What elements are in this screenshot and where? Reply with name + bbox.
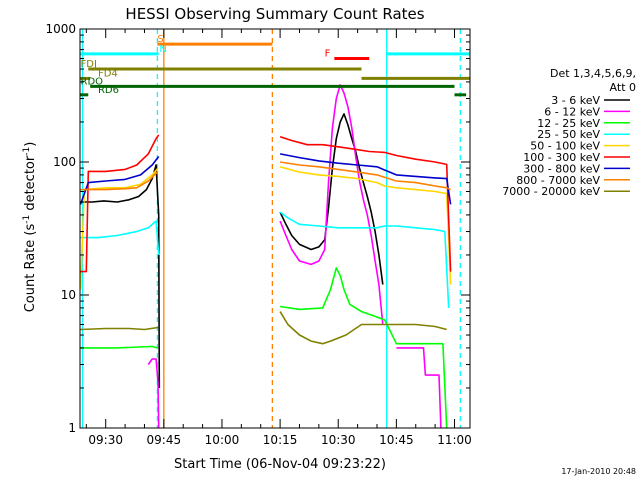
series-line-3-seg-1 (279, 211, 450, 308)
y-axis-label: Count Rate (s-1 detector-1) (22, 142, 38, 313)
tick-labels: 1 10 100 1000 09:30 09:45 10:00 10:15 10:30 10:45… (45, 22, 471, 447)
flag-label-fd4: FD4 (98, 68, 118, 79)
flag-label-n: N (159, 44, 166, 55)
series-line-0-seg-0 (80, 164, 161, 389)
series-line-7-seg-1 (279, 161, 451, 191)
legend-label-8: 7000 - 20000 keV (502, 185, 600, 198)
x-axis-label: Start Time (06-Nov-04 09:23:22) (174, 457, 386, 472)
legend-label-3: 25 - 50 keV (537, 128, 600, 141)
x-tick-label-5: 10:45 (379, 433, 414, 447)
legend-label-4: 50 - 100 keV (530, 140, 600, 153)
series-line-2-seg-1 (279, 267, 448, 428)
series-line-4-seg-1 (279, 166, 452, 285)
series-lines (80, 84, 452, 428)
legend-header-line2: Att 0 (610, 81, 636, 94)
flag-label-fdj: FDJ (81, 59, 97, 70)
y-axis-label-mid: detector (23, 155, 38, 215)
legend-label-0: 3 - 6 keV (551, 94, 600, 107)
series-line-8-seg-0 (80, 326, 159, 331)
x-tick-label-2: 10:00 (205, 433, 240, 447)
y-axis-label-sup2: -1 (22, 147, 32, 156)
legend-label-6: 300 - 800 keV (523, 162, 600, 175)
y-axis-label-sup1: -1 (22, 215, 32, 224)
x-tick-label-6: 11:00 (437, 433, 472, 447)
series-line-1-seg-2 (396, 347, 442, 428)
legend-header-line1: Det 1,3,4,5,6,9, (550, 67, 636, 80)
legend-label-2: 12 - 25 keV (537, 117, 600, 130)
legend-label-1: 6 - 12 keV (544, 105, 600, 118)
y-axis-label-end: ) (23, 142, 38, 147)
plot-frame (79, 28, 471, 429)
series-line-2-seg-0 (80, 345, 159, 349)
series-line-1-seg-1 (279, 84, 384, 325)
series-line-0-seg-1 (279, 113, 384, 285)
y-axis-label-main: Count Rate (s (23, 224, 38, 313)
x-tick-label-1: 09:45 (147, 433, 182, 447)
flag-label-s: S (157, 34, 163, 45)
axes (79, 28, 471, 429)
series-line-6-seg-1 (279, 153, 452, 205)
y-tick-label-2: 100 (53, 155, 76, 169)
chart-title: HESSI Observing Summary Count Rates (125, 5, 424, 23)
series-line-7-seg-0 (80, 170, 159, 191)
series-line-5-seg-0 (80, 134, 160, 273)
series-line-6-seg-0 (80, 156, 160, 205)
flag-label-rdo: RDO (81, 76, 104, 87)
event-lines (81, 29, 461, 428)
footer-timestamp: 17-Jan-2010 20:48 (561, 467, 636, 476)
y-tick-label-3: 1000 (45, 22, 76, 36)
flag-label-rd6: RD6 (98, 85, 119, 96)
series-line-5-seg-1 (279, 135, 452, 272)
series-line-3-seg-0 (80, 220, 160, 256)
x-tick-label-0: 09:30 (88, 433, 123, 447)
series-line-8-seg-1 (279, 311, 447, 345)
y-tick-label-1: 10 (61, 288, 76, 302)
flag-label-f: F (325, 49, 331, 60)
legend-label-7: 800 - 7000 keV (516, 174, 600, 187)
legend-label-5: 100 - 300 keV (523, 151, 600, 164)
x-tick-label-3: 10:15 (263, 433, 298, 447)
series-line-1-seg-0 (147, 358, 160, 428)
y-tick-label-0: 1 (68, 421, 76, 435)
x-tick-label-4: 10:30 (321, 433, 356, 447)
